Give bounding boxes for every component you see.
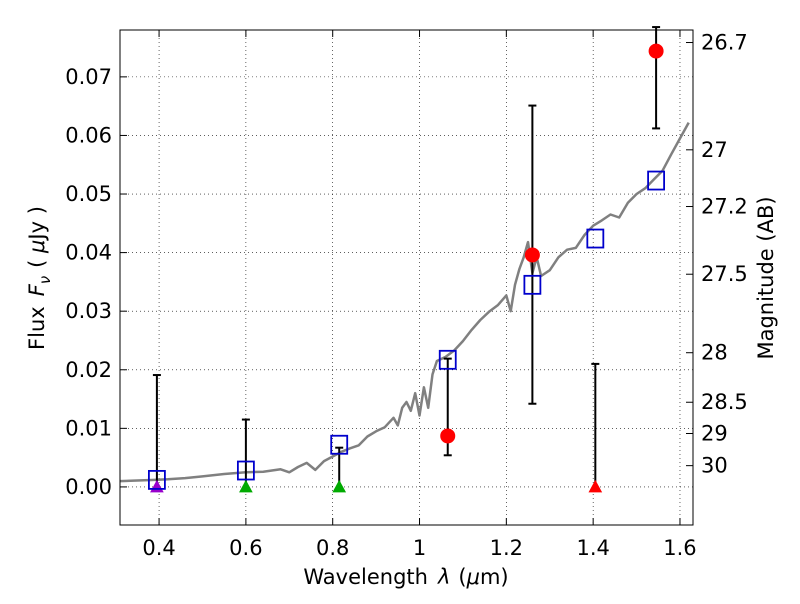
tick-layer: 0.4 0.6 0.8 1 1.2 1.4 1.6 0.00 0.01 0.02 0.03 0.04 0… bbox=[65, 30, 748, 560]
x-tick-label: 1.4 bbox=[576, 536, 609, 560]
y-tick-label: 0.06 bbox=[65, 123, 112, 147]
plot-frame bbox=[119, 29, 694, 526]
marker-layer bbox=[147, 43, 666, 493]
magnitude-tick-label: 26.7 bbox=[701, 31, 748, 55]
magnitude-tick-label: 28.5 bbox=[701, 390, 748, 414]
observed-marker bbox=[524, 247, 540, 263]
magnitude-tick-label: 30 bbox=[701, 454, 728, 478]
x-tick-label: 0.4 bbox=[142, 536, 175, 560]
y-tick-label: 0.02 bbox=[65, 358, 112, 382]
magnitude-tick-label: 28 bbox=[701, 341, 728, 365]
y-tick-label: 0.01 bbox=[65, 416, 112, 440]
x-tick-label: 1 bbox=[413, 536, 426, 560]
y-tick-label: 0.04 bbox=[65, 241, 112, 265]
model-photometry-marker bbox=[330, 434, 349, 455]
x-tick-label: 0.8 bbox=[316, 536, 349, 560]
magnitude-tick-label: 29 bbox=[701, 421, 728, 445]
observed-marker bbox=[440, 428, 456, 444]
upper-limit-marker bbox=[239, 479, 253, 493]
observed-marker bbox=[648, 43, 664, 59]
x-axis-label: Wavelength λ (μm) bbox=[303, 565, 508, 589]
y-axis-label: FluxFν( μJy ) bbox=[25, 206, 54, 350]
model-photometry-marker bbox=[523, 274, 542, 295]
magnitude-axis-label: Magnitude (AB) bbox=[754, 196, 778, 359]
x-tick-label: 1.6 bbox=[663, 536, 696, 560]
model-photometry-marker bbox=[147, 469, 166, 490]
upper-limit-marker bbox=[332, 479, 347, 493]
upper-limit-marker bbox=[588, 479, 603, 493]
x-tick-label: 1.2 bbox=[490, 536, 523, 560]
y-tick-label: 0.07 bbox=[65, 65, 112, 89]
magnitude-tick-label: 27.5 bbox=[701, 262, 748, 286]
model-photometry-marker bbox=[586, 228, 605, 249]
model-photometry-marker bbox=[647, 170, 666, 191]
magnitude-tick-label: 27.2 bbox=[701, 195, 748, 219]
y-tick-label: 0.03 bbox=[65, 299, 112, 323]
model-photometry-marker bbox=[438, 349, 457, 370]
magnitude-tick-label: 27 bbox=[701, 138, 728, 162]
y-tick-label: 0.05 bbox=[65, 182, 112, 206]
y-tick-label: 0.00 bbox=[65, 475, 112, 499]
spectrum-line bbox=[119, 121, 690, 483]
model-photometry-marker bbox=[236, 460, 255, 481]
spectrum-layer bbox=[119, 121, 690, 483]
x-tick-label: 0.6 bbox=[229, 536, 262, 560]
